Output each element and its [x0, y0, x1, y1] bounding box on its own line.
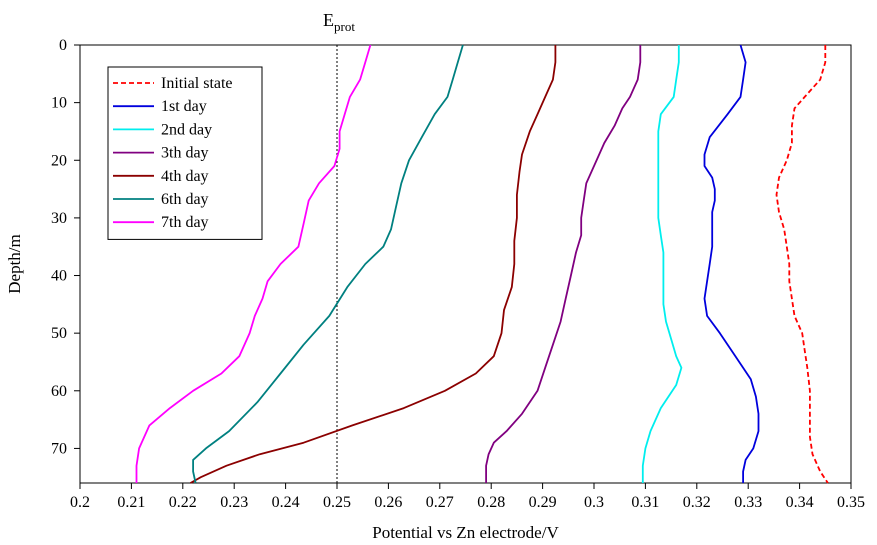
data-series: [135, 44, 829, 484]
legend-label-3th-day: 3th day: [161, 145, 209, 162]
eprot-label-subscript: prot: [334, 19, 355, 34]
legend-label-4th-day: 4th day: [161, 168, 209, 185]
x-tick-label: 0.24: [272, 494, 300, 511]
x-axis: 0.2 0.21 0.22 0.23 0.24 0.25 0.26 0.27 0.28 0.29 0…: [70, 483, 865, 511]
x-tick-label: 0.29: [529, 494, 557, 511]
y-tick-label: 60: [51, 383, 67, 400]
legend-label-6th-day: 6th day: [161, 191, 209, 208]
y-tick-label: 40: [51, 268, 67, 285]
series-line-1st-day: [703, 44, 760, 483]
y-tick-label: 0: [59, 37, 67, 54]
legend-label-2nd-day: 2nd day: [161, 121, 212, 138]
plot-area: [79, 44, 852, 484]
series-line-initial-state: [775, 45, 829, 484]
x-tick-label: 0.2: [70, 494, 90, 511]
legend-label-7th-day: 7th day: [161, 214, 209, 231]
x-tick-label: 0.22: [169, 494, 197, 511]
x-tick-label: 0.26: [374, 494, 402, 511]
y-tick-label: 70: [51, 440, 67, 457]
series-line-4th-day: [190, 45, 557, 484]
series-line-7th-day: [135, 44, 372, 483]
y-tick-label: 50: [51, 325, 67, 342]
y-axis: 0 10 20 30 40 50 60 70: [51, 37, 80, 457]
x-axis-title: Potential vs Zn electrode/V: [372, 523, 559, 542]
x-tick-label: 0.34: [786, 494, 814, 511]
x-tick-label: 0.35: [837, 494, 865, 511]
y-axis-title: Depth/m: [5, 234, 24, 294]
legend-label-initial-state: Initial state: [161, 75, 233, 92]
legend: Initial state 1st day 2nd day 3th day 4th da…: [107, 66, 263, 240]
plot-frame: [79, 44, 852, 484]
x-tick-label: 0.27: [426, 494, 454, 511]
series-line-2nd-day: [641, 45, 683, 483]
x-tick-label: 0.21: [117, 494, 145, 511]
x-tick-label: 0.3: [584, 494, 604, 511]
x-tick-label: 0.32: [683, 494, 711, 511]
y-tick-label: 20: [51, 152, 67, 169]
x-tick-label: 0.25: [323, 494, 351, 511]
y-tick-label: 10: [51, 95, 67, 112]
legend-label-1st-day: 1st day: [161, 98, 207, 115]
eprot-label: Eprot: [323, 10, 355, 34]
series-line-6th-day: [192, 44, 464, 484]
x-tick-label: 0.28: [477, 494, 505, 511]
x-tick-label: 0.23: [220, 494, 248, 511]
eprot-label-main: E: [323, 10, 334, 30]
x-tick-label: 0.31: [631, 494, 659, 511]
y-tick-label: 30: [51, 210, 67, 227]
series-line-3th-day: [485, 45, 642, 483]
x-tick-label: 0.33: [734, 494, 762, 511]
